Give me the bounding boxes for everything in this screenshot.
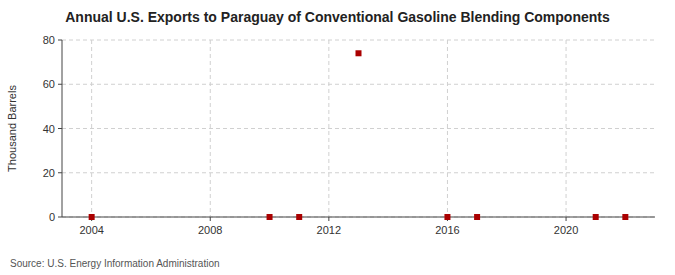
y-tick-label: 0 xyxy=(49,211,55,223)
x-grid-line xyxy=(566,40,567,217)
point xyxy=(89,214,95,220)
point xyxy=(593,214,599,220)
point xyxy=(296,214,302,220)
y-tick-label: 20 xyxy=(43,167,55,179)
source-note: Source: U.S. Energy Information Administ… xyxy=(10,258,220,269)
y-tick xyxy=(58,128,62,129)
y-axis-label: Thousand Barrels xyxy=(6,85,18,172)
x-grid-line xyxy=(210,40,211,217)
x-grid-line xyxy=(447,40,448,217)
x-tick-label: 2012 xyxy=(317,224,341,236)
x-grid-line xyxy=(91,40,92,217)
grid xyxy=(62,40,655,217)
point xyxy=(622,214,628,220)
y-tick-label: 80 xyxy=(43,34,55,46)
chart: 0 20 40 60 80 2004 2008 2012 2016 2020 Annual U.S.… xyxy=(0,0,675,275)
y-tick xyxy=(58,217,62,218)
x-tick xyxy=(566,217,567,221)
y-tick-label: 60 xyxy=(43,78,55,90)
point xyxy=(474,214,480,220)
y-tick xyxy=(58,40,62,41)
points xyxy=(89,50,629,220)
title: Annual U.S. Exports to Paraguay of Conve… xyxy=(65,9,610,25)
x-tick xyxy=(328,217,329,221)
x-tick-label: 2020 xyxy=(554,224,578,236)
x-tick-label: 2016 xyxy=(435,224,459,236)
y-tick xyxy=(58,172,62,173)
point xyxy=(356,50,362,56)
x-tick xyxy=(210,217,211,221)
x-tick-label: 2004 xyxy=(79,224,103,236)
x-tick-label: 2008 xyxy=(198,224,222,236)
point xyxy=(444,214,450,220)
y-tick-label: 40 xyxy=(43,123,55,135)
y-grid-line xyxy=(62,128,655,129)
y-tick xyxy=(58,84,62,85)
point xyxy=(267,214,273,220)
x-grid-line xyxy=(328,40,329,217)
